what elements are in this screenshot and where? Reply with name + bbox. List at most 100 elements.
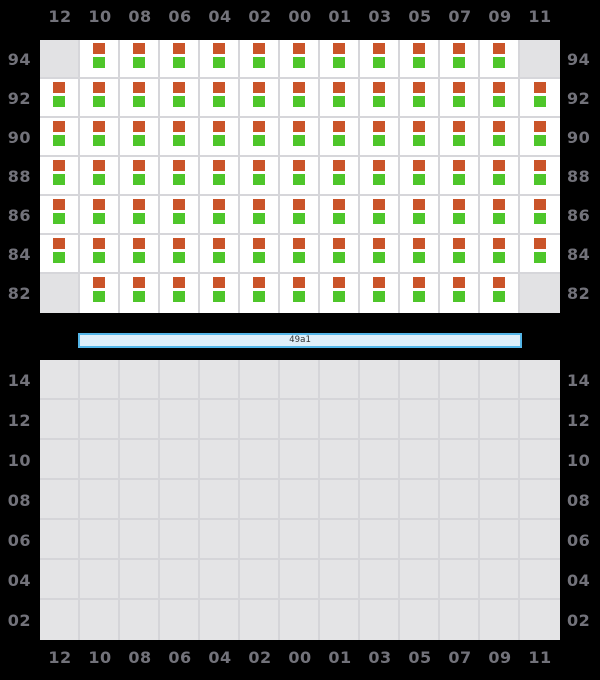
hold-slot-empty[interactable] (80, 480, 120, 520)
bay-slot-occupied[interactable] (400, 118, 440, 157)
hold-slot-empty[interactable] (40, 480, 80, 520)
bay-slot-occupied[interactable] (80, 40, 120, 79)
hold-slot-empty[interactable] (360, 480, 400, 520)
bay-slot-occupied[interactable] (440, 157, 480, 196)
bay-slot-occupied[interactable] (160, 118, 200, 157)
bay-slot-occupied[interactable] (520, 157, 560, 196)
hold-slot-empty[interactable] (80, 600, 120, 640)
hold-slot-empty[interactable] (200, 600, 240, 640)
hold-slot-empty[interactable] (400, 520, 440, 560)
hold-slot-empty[interactable] (400, 360, 440, 400)
hold-slot-empty[interactable] (160, 560, 200, 600)
hold-slot-empty[interactable] (440, 560, 480, 600)
hatch-cover-bar[interactable]: 49a1 (78, 333, 522, 348)
hold-slot-empty[interactable] (360, 520, 400, 560)
bay-slot-occupied[interactable] (240, 79, 280, 118)
bay-slot-occupied[interactable] (80, 157, 120, 196)
hold-slot-empty[interactable] (360, 560, 400, 600)
bay-slot-occupied[interactable] (320, 79, 360, 118)
hold-slot-empty[interactable] (200, 440, 240, 480)
bay-slot-occupied[interactable] (120, 235, 160, 274)
bay-slot-occupied[interactable] (40, 196, 80, 235)
hold-slot-empty[interactable] (40, 520, 80, 560)
bay-slot-occupied[interactable] (440, 235, 480, 274)
hold-slot-empty[interactable] (200, 360, 240, 400)
bay-slot-occupied[interactable] (280, 274, 320, 313)
bay-slot-occupied[interactable] (80, 235, 120, 274)
hold-slot-empty[interactable] (240, 520, 280, 560)
hold-slot-empty[interactable] (520, 560, 560, 600)
bay-slot-occupied[interactable] (80, 79, 120, 118)
hold-slot-empty[interactable] (480, 520, 520, 560)
hold-slot-empty[interactable] (280, 360, 320, 400)
hold-slot-empty[interactable] (480, 600, 520, 640)
hold-slot-empty[interactable] (280, 560, 320, 600)
bay-slot-occupied[interactable] (480, 196, 520, 235)
hold-slot-empty[interactable] (360, 360, 400, 400)
bay-slot-occupied[interactable] (120, 40, 160, 79)
bay-slot-occupied[interactable] (400, 274, 440, 313)
bay-slot-occupied[interactable] (160, 157, 200, 196)
bay-slot-occupied[interactable] (320, 235, 360, 274)
bay-slot-occupied[interactable] (520, 118, 560, 157)
hold-slot-empty[interactable] (80, 520, 120, 560)
hold-slot-empty[interactable] (80, 440, 120, 480)
bay-slot-occupied[interactable] (360, 79, 400, 118)
hold-slot-empty[interactable] (480, 360, 520, 400)
bay-slot-occupied[interactable] (440, 196, 480, 235)
bay-slot-empty[interactable] (40, 274, 80, 313)
hold-slot-empty[interactable] (240, 480, 280, 520)
bay-slot-occupied[interactable] (200, 40, 240, 79)
hold-slot-empty[interactable] (240, 560, 280, 600)
hold-slot-empty[interactable] (320, 600, 360, 640)
hold-slot-empty[interactable] (440, 600, 480, 640)
hold-slot-empty[interactable] (280, 600, 320, 640)
bay-slot-occupied[interactable] (360, 196, 400, 235)
bay-slot-occupied[interactable] (200, 118, 240, 157)
hold-slot-empty[interactable] (160, 600, 200, 640)
bay-slot-occupied[interactable] (320, 40, 360, 79)
hold-slot-empty[interactable] (400, 440, 440, 480)
bay-slot-occupied[interactable] (200, 235, 240, 274)
hold-slot-empty[interactable] (120, 520, 160, 560)
hold-slot-empty[interactable] (480, 400, 520, 440)
hold-slot-empty[interactable] (480, 480, 520, 520)
bay-slot-empty[interactable] (520, 274, 560, 313)
bay-slot-occupied[interactable] (160, 196, 200, 235)
hold-slot-empty[interactable] (400, 560, 440, 600)
hold-slot-empty[interactable] (440, 440, 480, 480)
bay-slot-occupied[interactable] (40, 235, 80, 274)
bay-slot-occupied[interactable] (480, 157, 520, 196)
hold-slot-empty[interactable] (480, 440, 520, 480)
hold-slot-empty[interactable] (320, 360, 360, 400)
hold-slot-empty[interactable] (440, 360, 480, 400)
bay-slot-occupied[interactable] (120, 157, 160, 196)
bay-slot-occupied[interactable] (360, 274, 400, 313)
hold-slot-empty[interactable] (280, 440, 320, 480)
bay-slot-occupied[interactable] (80, 274, 120, 313)
bay-slot-occupied[interactable] (440, 40, 480, 79)
bay-slot-empty[interactable] (520, 40, 560, 79)
bay-slot-empty[interactable] (40, 40, 80, 79)
bay-slot-occupied[interactable] (80, 118, 120, 157)
hold-slot-empty[interactable] (360, 440, 400, 480)
hold-slot-empty[interactable] (40, 560, 80, 600)
bay-slot-occupied[interactable] (240, 118, 280, 157)
bay-slot-occupied[interactable] (120, 274, 160, 313)
bay-slot-occupied[interactable] (320, 274, 360, 313)
hold-slot-empty[interactable] (280, 400, 320, 440)
hold-slot-empty[interactable] (120, 560, 160, 600)
bay-slot-occupied[interactable] (400, 79, 440, 118)
bay-slot-occupied[interactable] (360, 235, 400, 274)
hold-slot-empty[interactable] (120, 440, 160, 480)
bay-slot-occupied[interactable] (40, 157, 80, 196)
hold-slot-empty[interactable] (520, 360, 560, 400)
bay-slot-occupied[interactable] (240, 157, 280, 196)
hold-slot-empty[interactable] (440, 520, 480, 560)
bay-slot-occupied[interactable] (480, 40, 520, 79)
bay-slot-occupied[interactable] (480, 274, 520, 313)
hold-slot-empty[interactable] (200, 560, 240, 600)
hold-slot-empty[interactable] (40, 400, 80, 440)
bay-slot-occupied[interactable] (280, 157, 320, 196)
hold-slot-empty[interactable] (200, 480, 240, 520)
